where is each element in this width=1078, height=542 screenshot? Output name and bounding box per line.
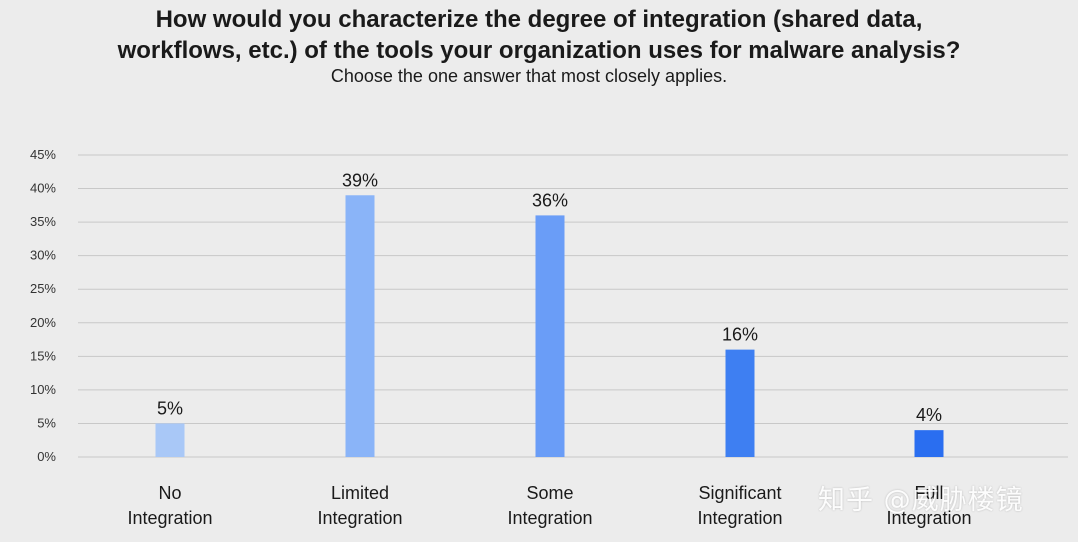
y-tick-label: 40% (30, 181, 56, 196)
y-tick-label: 45% (30, 147, 56, 162)
bar (535, 215, 565, 457)
data-label: 16% (722, 325, 758, 345)
bar (155, 423, 185, 457)
y-tick-label: 35% (30, 214, 56, 229)
data-label: 39% (342, 170, 378, 190)
x-tick-label: Integration (127, 508, 212, 528)
bar (725, 349, 755, 457)
y-tick-label: 25% (30, 281, 56, 296)
y-tick-label: 0% (37, 449, 56, 464)
x-tick-label: Full (914, 483, 943, 503)
y-tick-label: 30% (30, 248, 56, 263)
watermark-text: 知乎 @威胁楼镜 (818, 485, 1024, 516)
x-tick-label: Some (526, 483, 573, 503)
chart-title-line-1: How would you characterize the degree of… (155, 6, 923, 33)
chart-title: How would you characterize the degree of… (0, 4, 1078, 66)
y-tick-label: 10% (30, 382, 56, 397)
x-tick-label: Integration (697, 508, 782, 528)
y-tick-label: 5% (37, 415, 56, 430)
bar (345, 195, 375, 457)
x-tick-label: Integration (886, 508, 971, 528)
x-tick-label: Limited (331, 483, 389, 503)
y-tick-label: 20% (30, 315, 56, 330)
data-label: 4% (916, 405, 942, 425)
bar (914, 430, 944, 457)
data-label: 36% (532, 190, 568, 210)
data-label: 5% (157, 398, 183, 418)
x-tick-label: Integration (507, 508, 592, 528)
x-tick-label: Significant (698, 483, 781, 503)
chart-title-line-2: workflows, etc.) of the tools your organ… (117, 37, 961, 64)
x-tick-label: Integration (317, 508, 402, 528)
chart-subtitle: Choose the one answer that most closely … (330, 66, 728, 86)
x-tick-label: No (158, 483, 181, 503)
y-tick-label: 15% (30, 348, 56, 363)
